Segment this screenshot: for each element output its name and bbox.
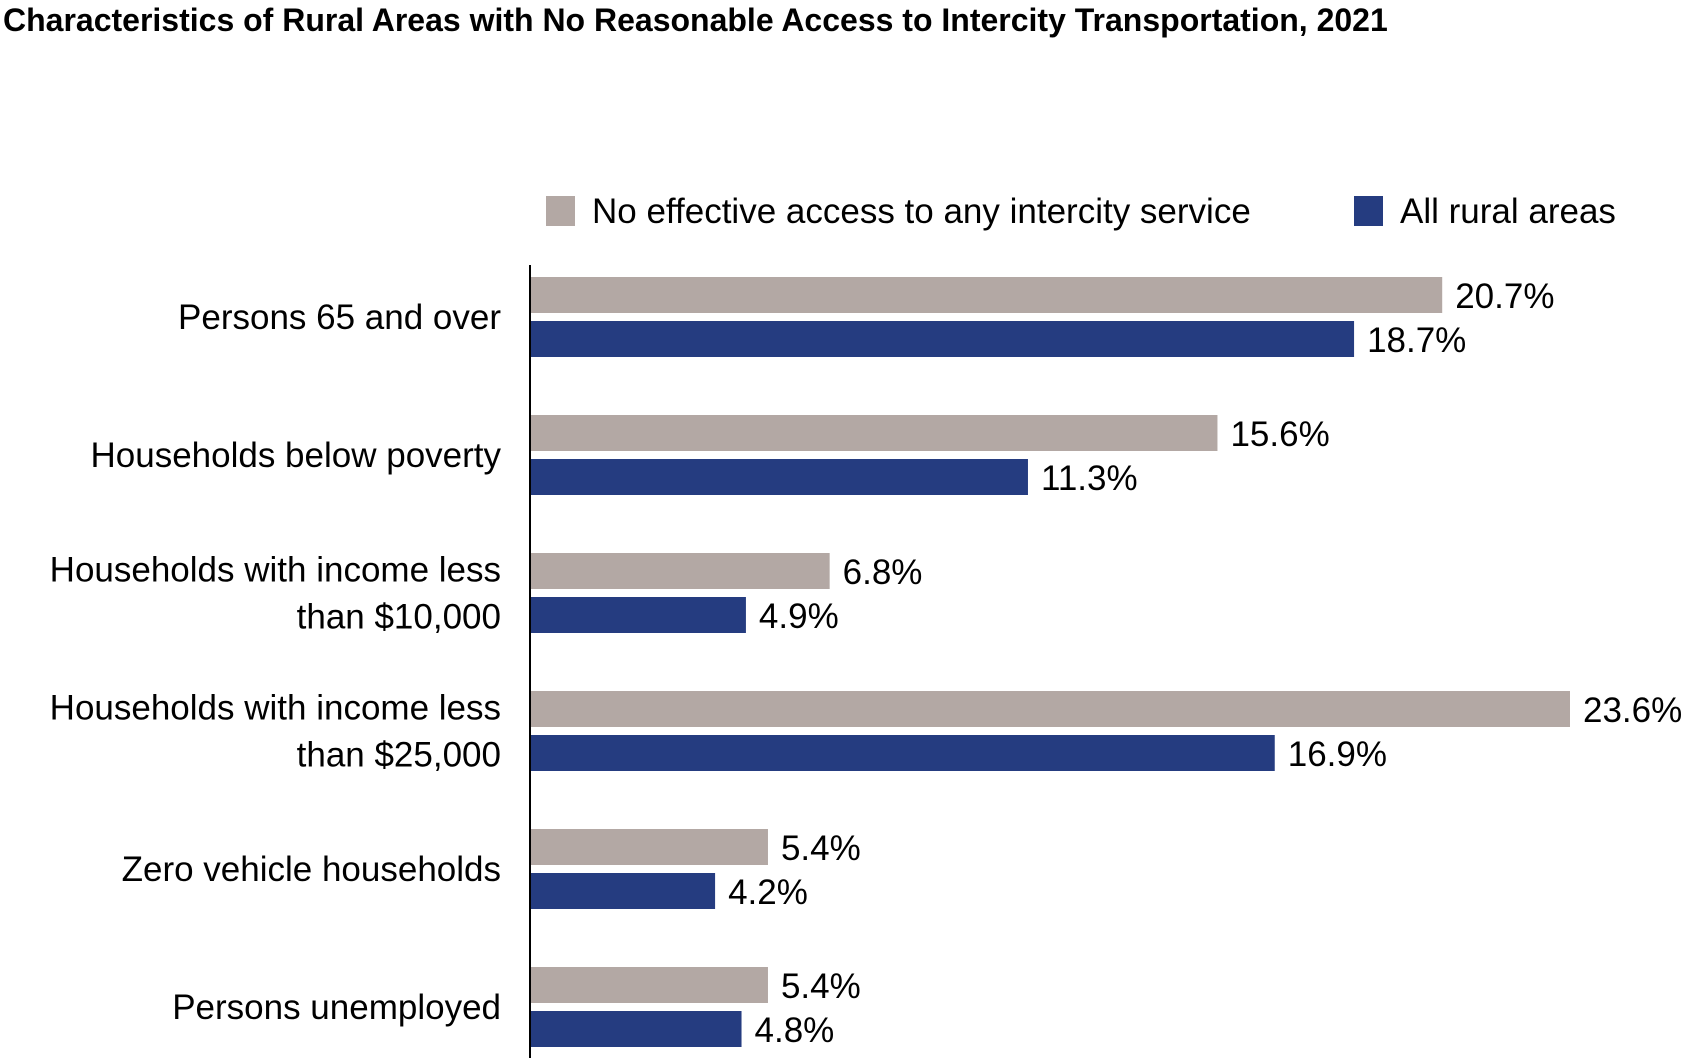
bar-s2-c5 [530,873,716,909]
bar-s2-c3 [530,597,746,633]
category-label-line: Households with income less [50,551,501,590]
bar-s1-c1 [530,277,1443,313]
bar-s2-c6 [530,1011,742,1047]
value-label-s1-c1: 20.7% [1455,277,1554,316]
bar-s1-c6 [530,967,768,1003]
bar-s2-c4 [530,735,1275,771]
value-label-s2-c5: 4.2% [728,873,808,912]
bar-s2-c2 [530,459,1028,495]
value-label-s1-c2: 15.6% [1230,415,1329,454]
value-label-s2-c2: 11.3% [1041,459,1138,498]
category-label-2: Households below poverty [90,436,501,475]
category-label-line: Households with income less [50,689,501,728]
value-label-s1-c3: 6.8% [843,553,923,592]
legend-label-1: No effective access to any intercity ser… [592,192,1251,231]
value-label-s1-c5: 5.4% [781,829,861,868]
bar-s1-c3 [530,553,830,589]
category-label-line: Persons unemployed [172,988,501,1027]
category-label-3: Households with income less than $10,000 [50,551,501,637]
value-label-s2-c3: 4.9% [759,597,839,636]
bar-s1-c2 [530,415,1218,451]
value-label-s2-c4: 16.9% [1288,735,1387,774]
category-label-5: Zero vehicle households [122,850,501,889]
value-label-s2-c6: 4.8% [755,1011,835,1050]
bar-s1-c5 [530,829,768,865]
category-label-line: Persons 65 and over [178,298,501,337]
category-label-line: than $10,000 [297,598,501,637]
category-label-line: Zero vehicle households [122,850,501,889]
legend-label-2: All rural areas [1400,192,1616,231]
legend-swatch-2 [1354,196,1383,226]
category-label-6: Persons unemployed [172,988,501,1027]
bar-s2-c1 [530,321,1355,357]
bar-s1-c4 [530,691,1570,727]
value-label-s1-c4: 23.6% [1583,691,1682,730]
category-label-line: Households below poverty [90,436,501,475]
chart-title: Characteristics of Rural Areas with No R… [3,2,1388,38]
value-label-s2-c1: 18.7% [1367,321,1466,360]
value-label-s1-c6: 5.4% [781,967,861,1006]
legend-swatch-1 [546,196,575,226]
category-label-line: than $25,000 [297,736,501,775]
category-label-1: Persons 65 and over [178,298,501,337]
category-label-4: Households with income less than $25,000 [50,689,501,775]
